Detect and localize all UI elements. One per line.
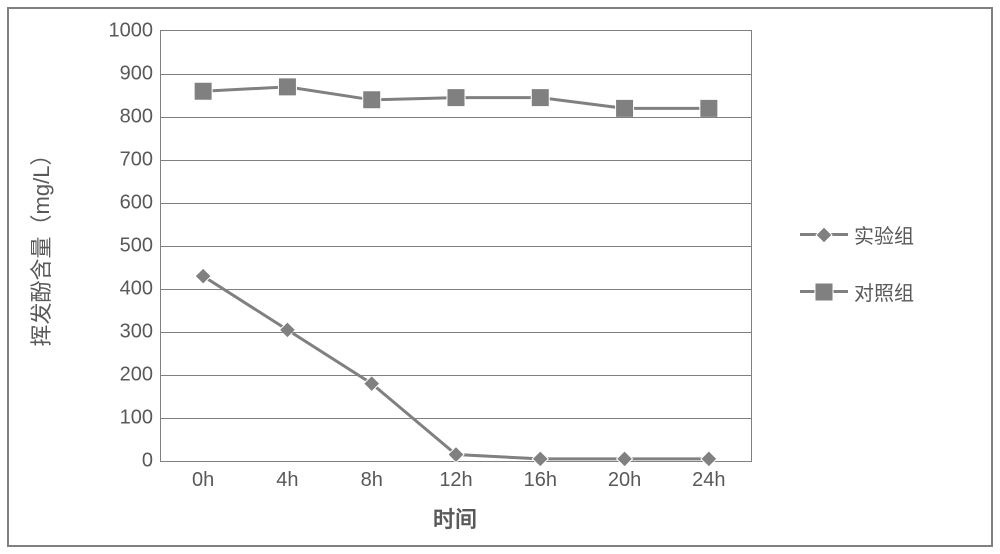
y-tick-label: 900 bbox=[120, 63, 161, 86]
series-marker bbox=[195, 268, 211, 284]
gridline bbox=[161, 117, 751, 118]
series-marker bbox=[363, 91, 381, 109]
x-tick-label: 4h bbox=[276, 461, 298, 492]
square-marker-icon bbox=[814, 282, 834, 302]
gridline bbox=[161, 160, 751, 161]
legend-label: 对照组 bbox=[854, 277, 914, 306]
series-marker bbox=[447, 89, 465, 107]
series-marker bbox=[279, 322, 295, 338]
series-marker bbox=[278, 78, 296, 96]
legend: 实验组对照组 bbox=[800, 220, 914, 306]
series-line bbox=[203, 276, 709, 459]
y-tick-label: 500 bbox=[120, 235, 161, 258]
gridline bbox=[161, 203, 751, 204]
series-marker bbox=[700, 99, 718, 117]
series-marker bbox=[194, 82, 212, 100]
gridline bbox=[161, 246, 751, 247]
y-tick-label: 600 bbox=[120, 192, 161, 215]
legend-item: 实验组 bbox=[800, 220, 914, 249]
x-tick-label: 24h bbox=[692, 461, 725, 492]
series-marker bbox=[616, 99, 634, 117]
gridline bbox=[161, 74, 751, 75]
x-axis-title: 时间 bbox=[433, 502, 477, 534]
gridline bbox=[161, 418, 751, 419]
diamond-marker-icon bbox=[814, 225, 834, 245]
legend-label: 实验组 bbox=[854, 220, 914, 249]
chart-container: 0 100 200 300 400 500 600 700 800 900 1000 0h 4h 8h 12… bbox=[0, 0, 1000, 554]
legend-line-icon bbox=[800, 290, 848, 293]
x-tick-label: 16h bbox=[524, 461, 557, 492]
y-tick-label: 800 bbox=[120, 106, 161, 129]
y-tick-label: 1000 bbox=[109, 20, 162, 43]
plot-area: 010020030040050060070080090010000h4h8h12… bbox=[160, 30, 752, 462]
y-axis-title: 挥发酚含量（mg/L） bbox=[24, 144, 56, 347]
y-tick-label: 400 bbox=[120, 278, 161, 301]
series-marker bbox=[531, 89, 549, 107]
legend-item: 对照组 bbox=[800, 277, 914, 306]
y-tick-label: 100 bbox=[120, 407, 161, 430]
y-tick-label: 200 bbox=[120, 364, 161, 387]
gridline bbox=[161, 332, 751, 333]
gridline bbox=[161, 289, 751, 290]
gridline bbox=[161, 375, 751, 376]
x-tick-label: 0h bbox=[192, 461, 214, 492]
y-tick-label: 300 bbox=[120, 321, 161, 344]
x-tick-label: 12h bbox=[439, 461, 472, 492]
x-tick-label: 20h bbox=[608, 461, 641, 492]
legend-line-icon bbox=[800, 233, 848, 236]
y-tick-label: 0 bbox=[142, 450, 161, 473]
x-tick-label: 8h bbox=[361, 461, 383, 492]
y-tick-label: 700 bbox=[120, 149, 161, 172]
